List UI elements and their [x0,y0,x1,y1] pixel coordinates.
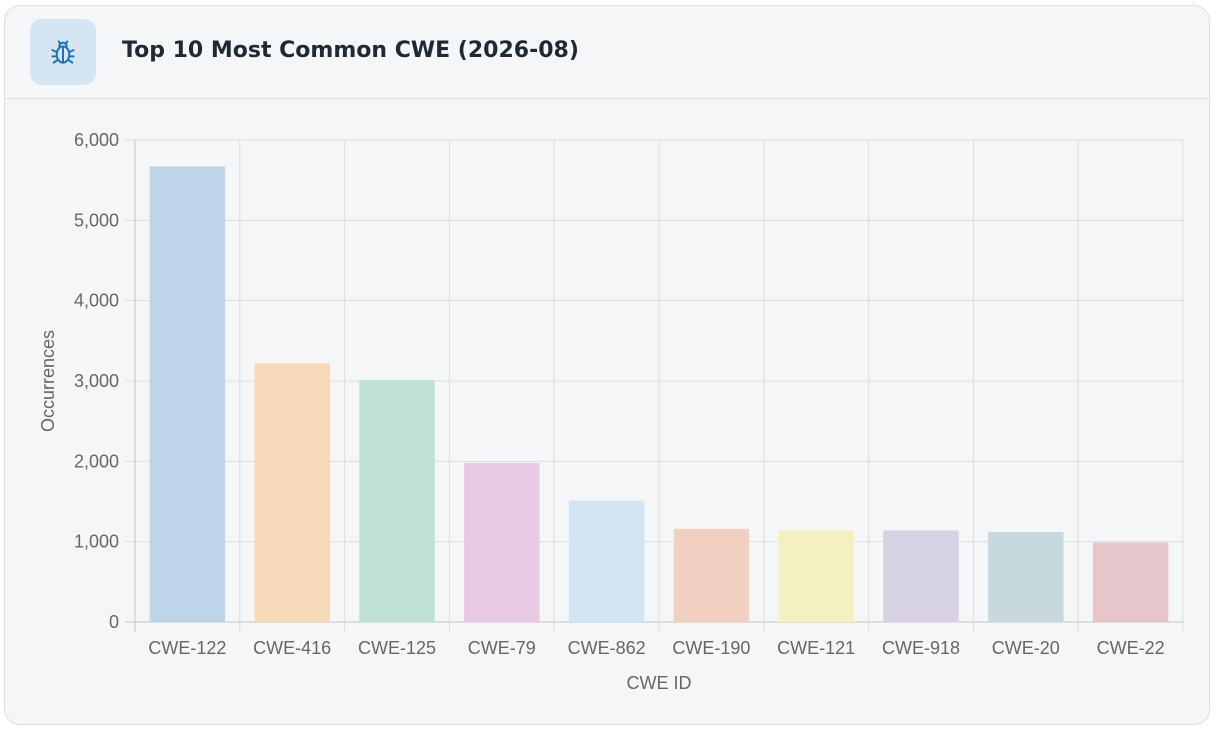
y-tick-label: 4,000 [74,291,119,311]
tick-labels: 0 1,000 2,000 3,000 4,000 5,000 6,000 CWE-122 CW… [74,130,1165,658]
x-tick-label: CWE-22 [1097,638,1165,658]
bar-cwe-122[interactable] [149,166,226,622]
x-tick-label: CWE-416 [253,638,331,658]
bar-cwe-125[interactable] [359,380,435,622]
x-tick-label: CWE-918 [882,638,960,658]
x-tick-label: CWE-20 [992,638,1060,658]
bars [149,166,1169,622]
bar-cwe-121[interactable] [778,530,854,622]
x-tick-label: CWE-121 [777,638,855,658]
y-tick-label: 0 [109,612,119,632]
bar-cwe-22[interactable] [1092,542,1169,622]
y-axis-title: Occurrences [38,330,58,432]
bug-icon [51,40,75,64]
x-tick-label: CWE-122 [148,638,226,658]
x-axis-title: CWE ID [627,673,692,693]
x-tick-label: CWE-79 [468,638,536,658]
bar-cwe-862[interactable] [568,500,645,622]
y-tick-label: 5,000 [74,210,119,230]
card-header: Top 10 Most Common CWE (2026-08) [5,6,1209,99]
header-icon-box [30,19,96,85]
bar-cwe-918[interactable] [883,530,959,622]
bar-cwe-416[interactable] [254,363,330,622]
y-tick-label: 3,000 [74,371,119,391]
bar-cwe-190[interactable] [673,528,750,622]
y-tick-label: 1,000 [74,532,119,552]
y-tick-label: 6,000 [74,130,119,150]
x-tick-label: CWE-125 [358,638,436,658]
bar-cwe-20[interactable] [988,532,1064,622]
y-tick-label: 2,000 [74,451,119,471]
bar-cwe-79[interactable] [464,462,540,622]
chart-title: Top 10 Most Common CWE (2026-08) [122,38,579,63]
x-tick-label: CWE-190 [672,638,750,658]
x-tick-label: CWE-862 [568,638,646,658]
